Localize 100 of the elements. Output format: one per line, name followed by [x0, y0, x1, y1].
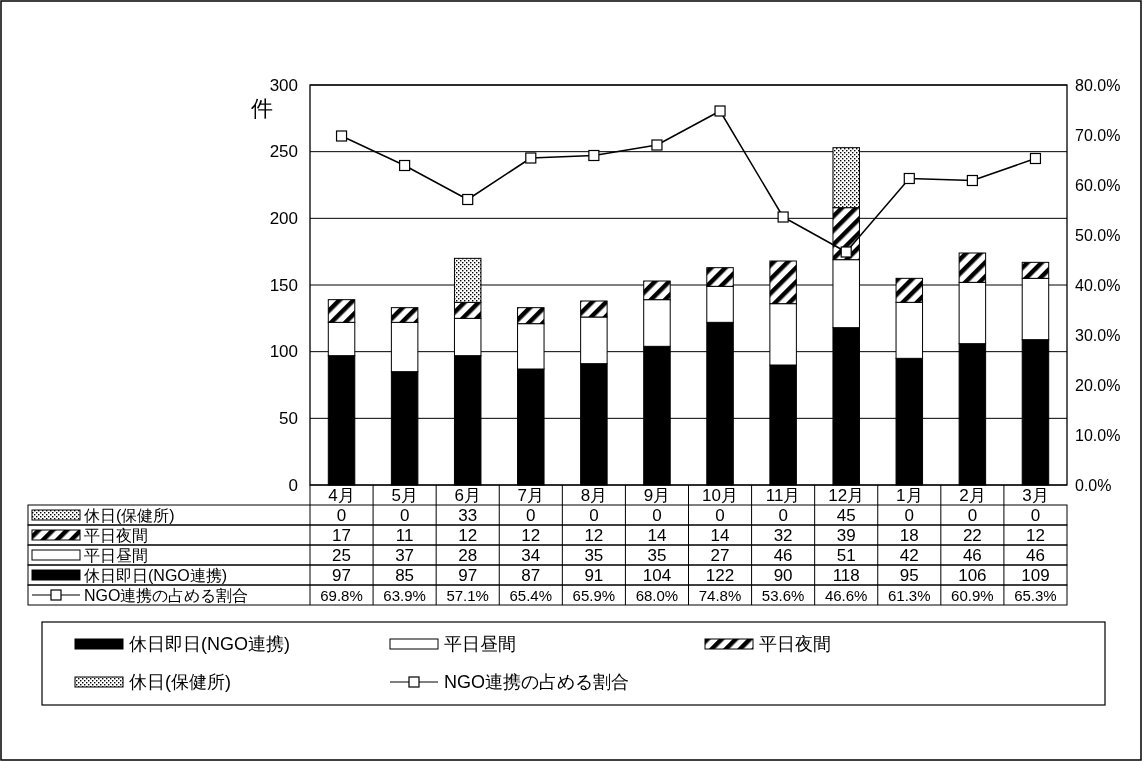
x-tick-label: 12月	[828, 485, 865, 505]
data-label: 61.3%	[888, 586, 931, 604]
point	[714, 105, 726, 117]
data-label: 104	[642, 565, 672, 585]
data-label: 63.9%	[383, 586, 426, 604]
data-label: 85	[395, 565, 415, 585]
x-tick-label: 3月	[1022, 485, 1049, 505]
data-label: 32	[773, 525, 793, 545]
data-label: 11	[395, 525, 414, 545]
data-label: 42	[899, 545, 919, 565]
point	[335, 130, 348, 142]
text: NGO連携の占める割合	[444, 672, 630, 692]
data-label: 12	[584, 525, 604, 545]
data-label: 12	[1026, 525, 1045, 545]
point	[840, 246, 852, 258]
data-label: 109	[1021, 565, 1050, 585]
y2-tick-label: 70.0%	[1075, 126, 1121, 144]
x-tick-label: 10月	[702, 485, 738, 505]
y-tick-label: 0	[288, 475, 298, 495]
point	[525, 152, 537, 164]
data-label: 46.6%	[824, 586, 868, 604]
data-label: 51	[836, 545, 856, 565]
y2-tick-label: 80.0%	[1075, 76, 1121, 94]
data-label: 0	[967, 505, 978, 525]
data-label: 28	[458, 545, 478, 565]
data-label: 46	[773, 545, 793, 565]
point	[462, 193, 474, 206]
data-label: 22	[962, 525, 982, 545]
text: 休日(保健所)	[129, 672, 231, 692]
data-label: 0	[336, 505, 347, 525]
data-label: 34	[521, 545, 541, 565]
data-label: 27	[710, 545, 730, 565]
data-label: 14	[710, 525, 730, 545]
y-axis-title: 件	[251, 95, 273, 121]
data-label: 39	[836, 525, 856, 545]
y2-tick-label: 50.0%	[1075, 226, 1121, 244]
point	[966, 174, 978, 187]
x-tick-label: 1月	[896, 485, 923, 505]
x-tick-label: 8月	[580, 485, 608, 505]
data-label: 46	[1026, 545, 1045, 565]
data-label: 0	[399, 505, 410, 525]
y-tick-label: 200	[269, 208, 298, 228]
data-label: 33	[458, 505, 478, 525]
data-label: 45	[836, 505, 856, 525]
data-label: 18	[899, 525, 919, 545]
x-tick-label: 7月	[517, 485, 545, 505]
legend-label: NGO連携の占める割合	[84, 586, 249, 604]
data-label: 68.0%	[635, 586, 679, 604]
data-label: 35	[584, 545, 604, 565]
data-label: 25	[332, 545, 351, 565]
data-label: 0	[526, 505, 536, 525]
data-label: 17	[332, 525, 351, 545]
data-label: 60.9%	[951, 586, 994, 604]
data-label: 74.8%	[698, 586, 742, 604]
data-label: 90	[773, 565, 793, 585]
data-label: 0	[652, 505, 662, 525]
data-label: 97	[458, 565, 478, 585]
y2-tick-label: 10.0%	[1075, 426, 1121, 444]
data-label: 106	[958, 565, 987, 585]
data-label: 0	[1030, 505, 1041, 525]
y2-tick-label: 0.0%	[1075, 476, 1112, 494]
data-label: 65.3%	[1014, 586, 1057, 604]
data-label: 122	[705, 565, 735, 585]
point	[588, 149, 600, 162]
point	[651, 139, 663, 151]
data-label: 65.4%	[509, 586, 553, 604]
legend-label: 平日夜間	[84, 526, 148, 544]
x-tick-label: 11月	[765, 485, 801, 505]
data-label: 53.6%	[761, 586, 805, 604]
y-tick-label: 50	[279, 408, 298, 428]
legend-label: 平日昼間	[84, 546, 148, 564]
data-label: 37	[395, 545, 415, 565]
data-label: 0	[715, 505, 725, 525]
data-label: 0	[778, 505, 788, 525]
x-tick-label: 6月	[454, 485, 481, 505]
y-tick-label: 150	[269, 275, 298, 295]
text: 平日昼間	[444, 634, 516, 654]
data-label: 91	[584, 565, 604, 585]
data-label: 14	[647, 525, 667, 545]
data-label: 35	[647, 545, 667, 565]
data-label: 12	[521, 525, 541, 545]
data-label: 118	[832, 565, 860, 585]
x-tick-label: 2月	[959, 485, 986, 505]
point	[777, 211, 789, 223]
text: 休日即日(NGO連携)	[129, 634, 290, 654]
data-label: 0	[904, 505, 915, 525]
legend-label: 休日(保健所)	[84, 506, 175, 524]
y2-tick-label: 40.0%	[1075, 276, 1121, 294]
text: 平日夜間	[759, 634, 831, 654]
data-label: 87	[521, 565, 541, 585]
data-label: 46	[962, 545, 982, 565]
x-tick-label: 4月	[328, 485, 355, 505]
y-tick-label: 250	[269, 142, 298, 162]
x-tick-label: 9月	[643, 485, 671, 505]
data-label: 12	[458, 525, 478, 545]
data-label: 69.8%	[320, 586, 363, 604]
point	[399, 159, 411, 172]
y2-tick-label: 20.0%	[1075, 376, 1121, 394]
point	[903, 172, 915, 185]
data-label: 57.1%	[446, 586, 489, 604]
